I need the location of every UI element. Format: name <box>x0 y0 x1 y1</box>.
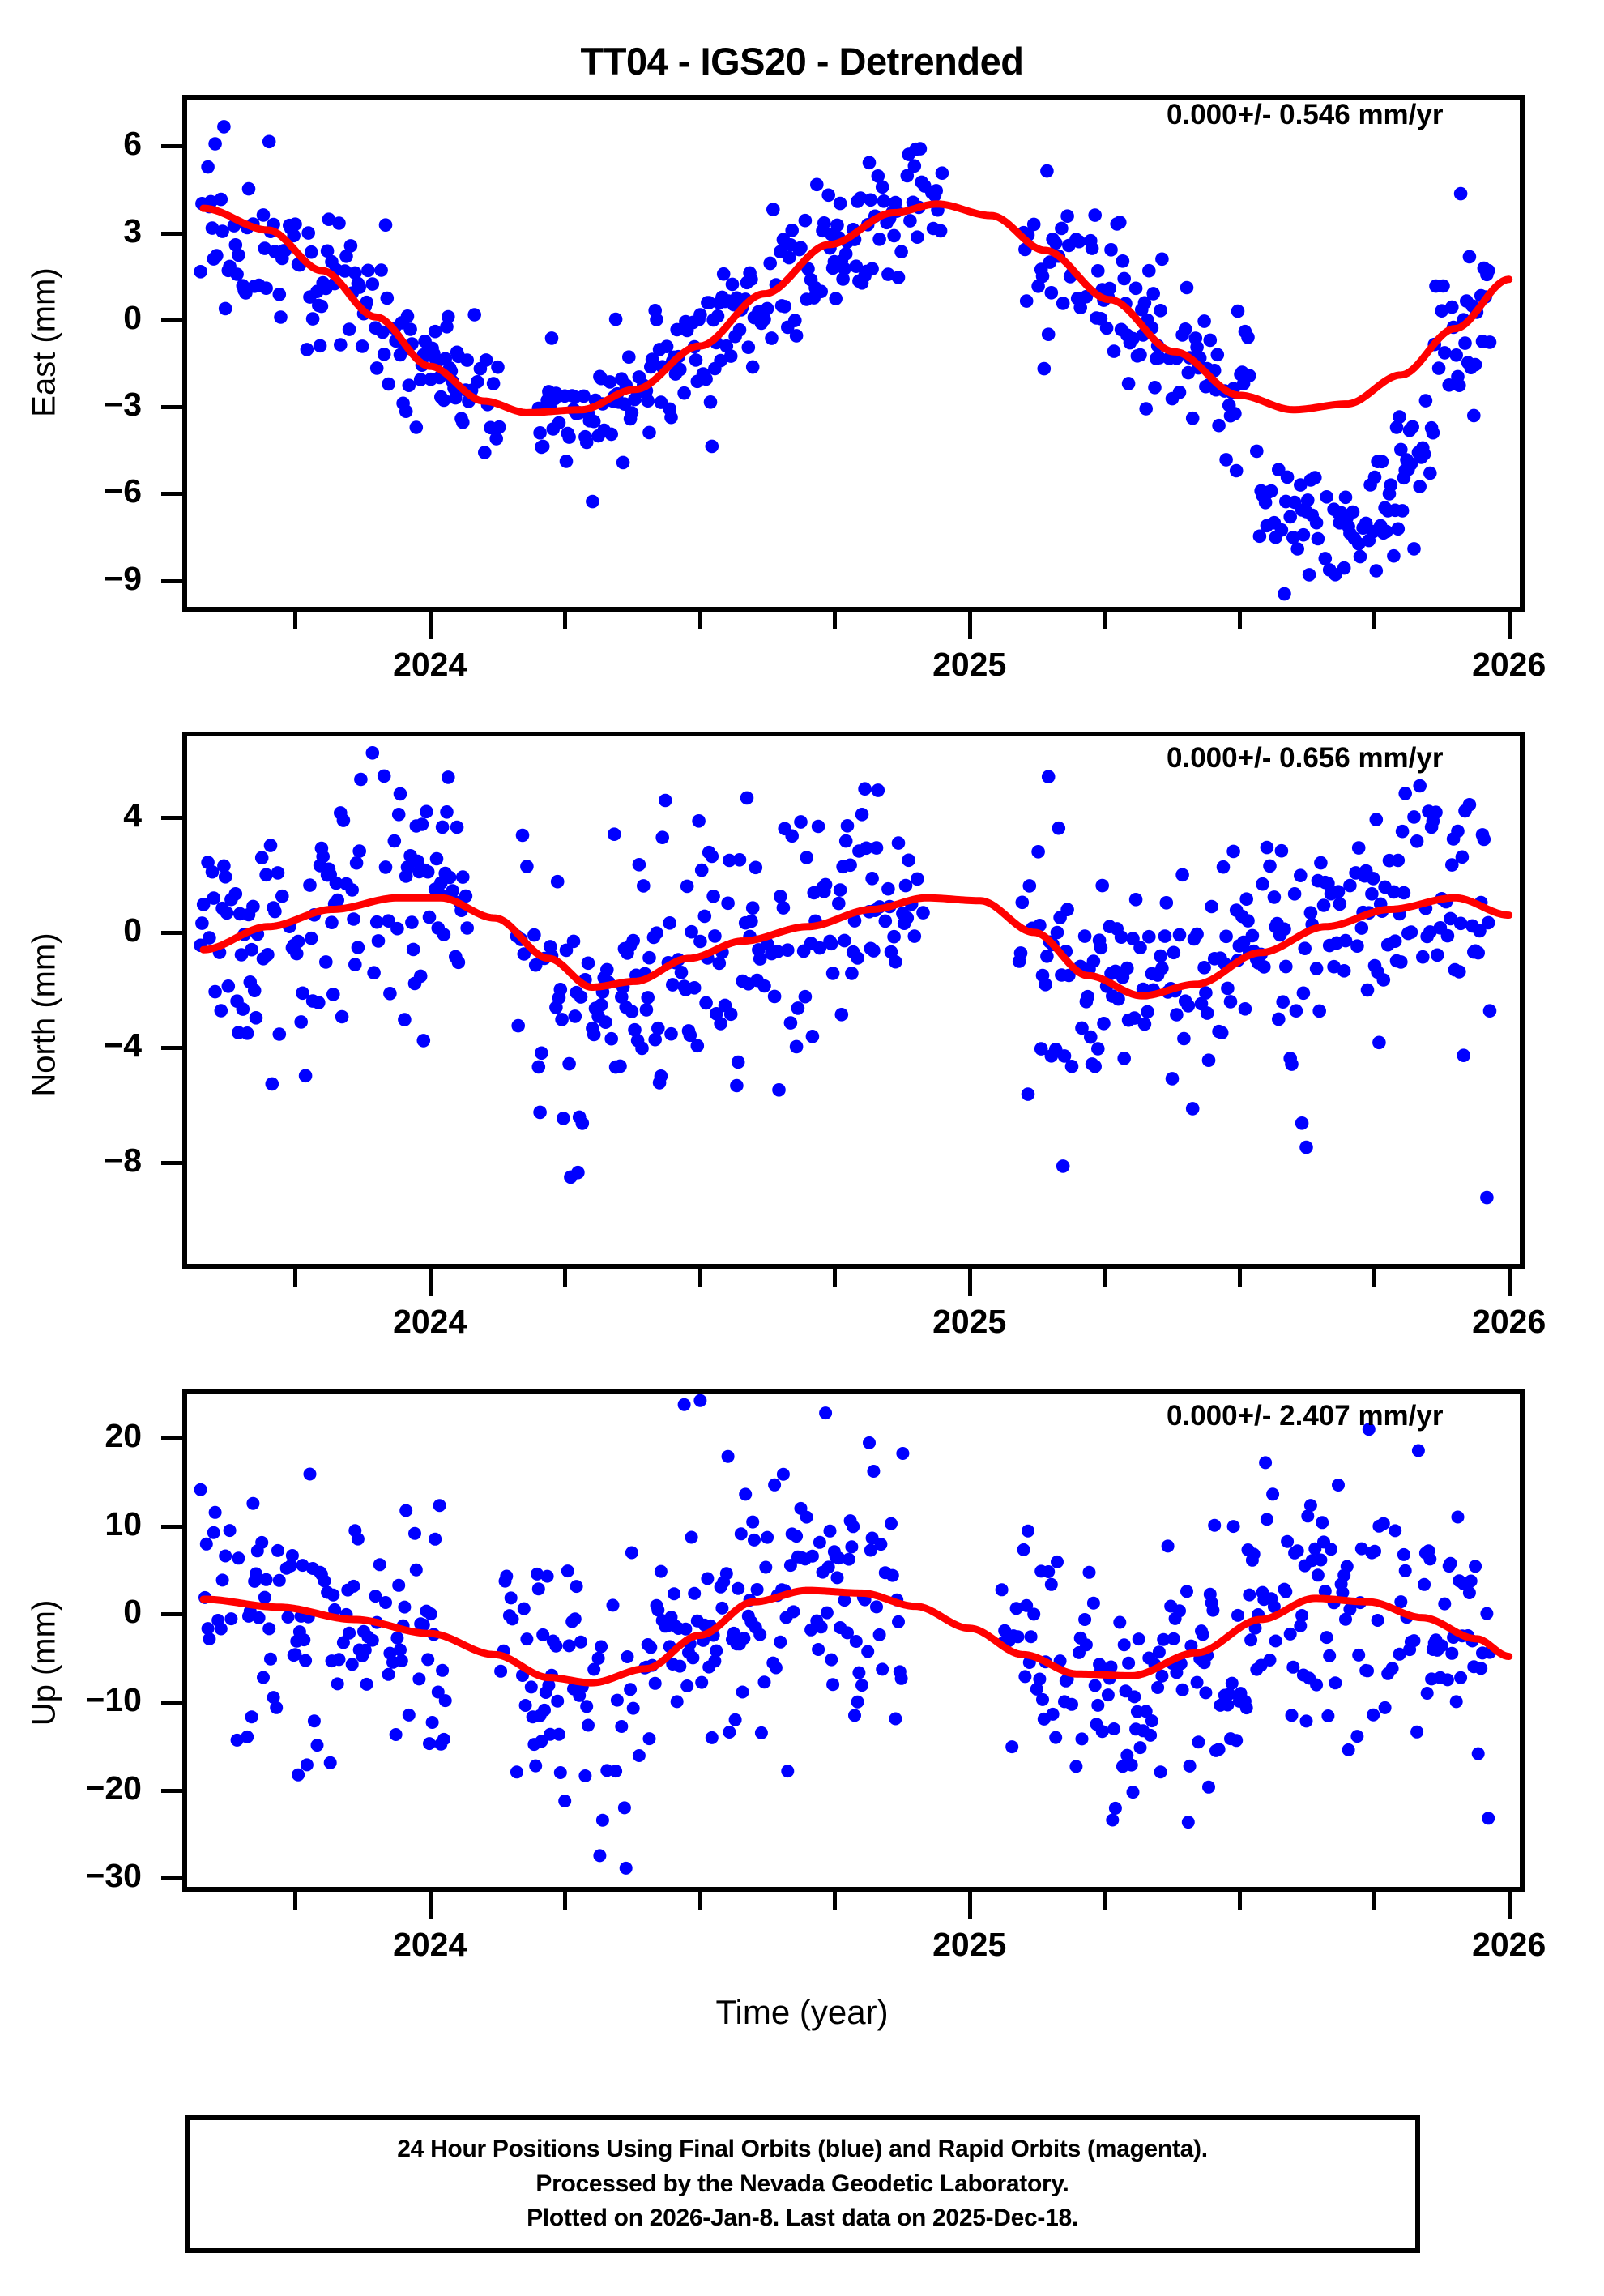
y-tick-east-5: −9 <box>104 559 142 597</box>
x-tick-mark-east <box>1237 612 1242 629</box>
x-tick-mark-east <box>428 612 433 639</box>
y-tick-up-0: 20 <box>105 1417 142 1455</box>
x-tick-mark-north <box>1507 1269 1512 1296</box>
footer-line-1: 24 Hour Positions Using Final Orbits (bl… <box>397 2136 1208 2163</box>
x-tick-mark-east <box>563 612 568 629</box>
footer-box: 24 Hour Positions Using Final Orbits (bl… <box>185 2115 1420 2253</box>
y-tick-mark-up-1 <box>161 1524 182 1529</box>
x-tick-north-2: 2026 <box>1472 1303 1546 1340</box>
x-tick-mark-up <box>563 1892 568 1910</box>
y-tick-up-2: 0 <box>123 1593 142 1631</box>
y-tick-mark-up-4 <box>161 1788 182 1793</box>
y-tick-north-1: 0 <box>123 911 142 949</box>
x-tick-mark-east <box>1372 612 1377 629</box>
y-tick-mark-up-3 <box>161 1701 182 1705</box>
y-tick-mark-east-5 <box>161 578 182 583</box>
x-tick-mark-up <box>1237 1892 1242 1910</box>
x-tick-mark-north <box>563 1269 568 1287</box>
y-tick-north-0: 4 <box>123 796 142 834</box>
y-tick-east-4: −6 <box>104 472 142 510</box>
y-tick-mark-east-3 <box>161 405 182 410</box>
y-tick-up-3: −10 <box>85 1681 142 1718</box>
y-tick-mark-up-5 <box>161 1876 182 1881</box>
y-tick-north-2: −4 <box>104 1026 142 1065</box>
x-tick-mark-north <box>1237 1269 1242 1287</box>
x-tick-mark-up <box>293 1892 298 1910</box>
plot-area-up <box>194 1394 1513 1875</box>
x-tick-up-2: 2026 <box>1472 1926 1546 1963</box>
x-tick-north-1: 2025 <box>932 1303 1007 1340</box>
x-tick-mark-north <box>833 1269 838 1287</box>
x-tick-mark-up <box>1372 1892 1377 1910</box>
x-tick-east-2: 2026 <box>1472 646 1546 683</box>
x-tick-up-1: 2025 <box>932 1926 1007 1963</box>
plot-frame-up <box>182 1389 1525 1892</box>
y-tick-east-3: −3 <box>104 386 142 424</box>
x-axis-title: Time (year) <box>715 1993 889 2031</box>
plot-frame-east <box>182 95 1525 612</box>
rate-annotation-up: 0.000+/- 2.407 mm/yr <box>1167 1400 1444 1432</box>
y-tick-north-3: −8 <box>104 1142 142 1180</box>
x-tick-up-0: 2024 <box>393 1926 467 1963</box>
plot-area-east <box>194 120 1513 601</box>
y-tick-up-4: −20 <box>85 1769 142 1807</box>
y-tick-mark-east-1 <box>161 231 182 236</box>
x-tick-mark-north <box>697 1269 702 1287</box>
y-tick-mark-east-0 <box>161 144 182 149</box>
x-tick-mark-east <box>1507 612 1512 639</box>
x-tick-east-1: 2025 <box>932 646 1007 683</box>
x-tick-mark-up <box>697 1892 702 1910</box>
x-tick-north-0: 2024 <box>393 1303 467 1340</box>
x-tick-mark-east <box>833 612 838 629</box>
y-tick-east-2: 0 <box>123 298 142 336</box>
y-axis-label-up: Up (mm) <box>26 1599 62 1726</box>
x-tick-mark-north <box>967 1269 972 1296</box>
x-tick-mark-east <box>967 612 972 639</box>
y-tick-east-1: 3 <box>123 211 142 250</box>
x-tick-mark-east <box>697 612 702 629</box>
x-tick-mark-east <box>293 612 298 629</box>
plot-area-north <box>194 746 1513 1205</box>
y-tick-up-5: −30 <box>85 1857 142 1895</box>
x-tick-east-0: 2024 <box>393 646 467 683</box>
x-tick-mark-north <box>1103 1269 1107 1287</box>
x-tick-mark-up <box>428 1892 433 1919</box>
x-tick-mark-up <box>967 1892 972 1919</box>
rate-annotation-east: 0.000+/- 0.546 mm/yr <box>1167 99 1444 130</box>
x-tick-mark-up <box>1507 1892 1512 1919</box>
plot-frame-north <box>182 732 1525 1269</box>
x-tick-mark-east <box>1103 612 1107 629</box>
footer-line-2: Processed by the Nevada Geodetic Laborat… <box>535 2170 1069 2197</box>
rate-annotation-north: 0.000+/- 0.656 mm/yr <box>1167 742 1444 774</box>
y-tick-mark-north-0 <box>161 815 182 820</box>
y-axis-label-east: East (mm) <box>26 267 62 417</box>
x-tick-mark-up <box>833 1892 838 1910</box>
x-tick-mark-north <box>1372 1269 1377 1287</box>
y-tick-mark-east-4 <box>161 492 182 497</box>
y-tick-mark-up-0 <box>161 1436 182 1441</box>
page-title: TT04 - IGS20 - Detrended <box>580 40 1024 83</box>
y-tick-mark-north-2 <box>161 1046 182 1051</box>
x-tick-mark-north <box>293 1269 298 1287</box>
y-tick-mark-north-1 <box>161 930 182 935</box>
x-tick-mark-up <box>1103 1892 1107 1910</box>
footer-line-3: Plotted on 2026-Jan-8. Last data on 2025… <box>527 2204 1078 2232</box>
y-tick-mark-up-2 <box>161 1612 182 1617</box>
y-tick-mark-east-2 <box>161 318 182 322</box>
y-tick-mark-north-3 <box>161 1161 182 1166</box>
x-tick-mark-north <box>428 1269 433 1296</box>
y-tick-east-0: 6 <box>123 125 142 163</box>
y-tick-up-1: 10 <box>105 1504 142 1543</box>
